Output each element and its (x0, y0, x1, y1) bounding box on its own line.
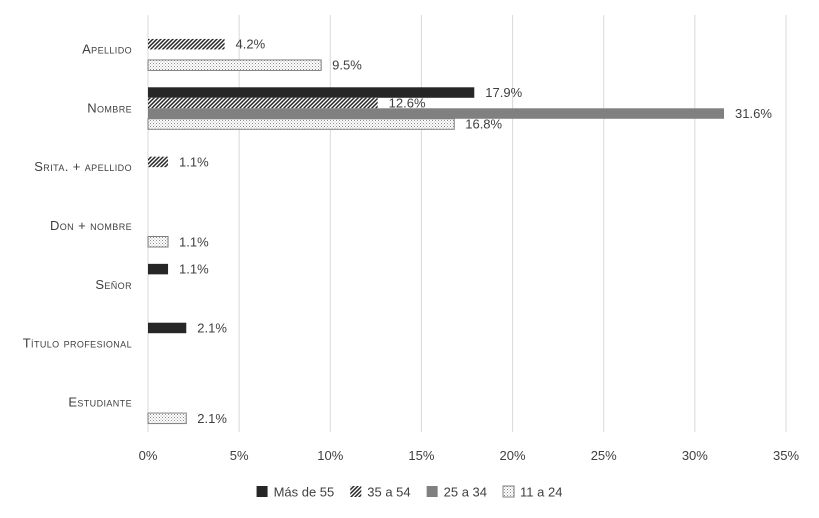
bar (147, 118, 455, 130)
bar (148, 97, 378, 109)
x-tick-label: 5% (230, 448, 249, 463)
legend-label: 25 a 34 (444, 485, 487, 500)
category-label: Apellido (82, 41, 132, 56)
bar (148, 263, 169, 275)
bar (147, 236, 169, 248)
x-tick-label: 15% (408, 448, 434, 463)
category-label: Don + nombre (50, 218, 132, 233)
data-label: 1.1% (179, 262, 209, 277)
data-label: 2.1% (197, 320, 227, 335)
legend-swatch (256, 486, 268, 497)
x-tick-label: 10% (317, 448, 343, 463)
bar (148, 108, 725, 119)
x-axis-tick-labels: 0% 5% 10% 15% 20% 25% 30% 35% (139, 448, 800, 463)
gridlines (147, 15, 787, 432)
x-tick-label: 30% (682, 448, 708, 463)
data-label: 16.8% (465, 117, 502, 132)
category-label: Srita. + apellido (34, 159, 132, 174)
x-tick-label: 35% (773, 448, 799, 463)
data-label: 2.1% (197, 411, 227, 426)
category-label: Título profesional (23, 336, 132, 351)
bar (148, 322, 187, 334)
bar (148, 156, 169, 168)
data-label: 31.6% (735, 106, 772, 121)
category-labels: Apellido Nombre Srita. + apellido Don + nom… (23, 41, 132, 409)
data-label: 17.9% (485, 85, 522, 100)
category-label: Nombre (87, 100, 132, 115)
data-label: 1.1% (179, 234, 209, 249)
data-label: 1.1% (179, 154, 209, 169)
data-label: 12.6% (389, 96, 426, 111)
category-label: Estudiante (68, 395, 132, 410)
bar (147, 59, 322, 71)
legend-swatch (426, 486, 438, 497)
legend-label: Más de 55 (274, 485, 335, 500)
category-label: Señor (95, 277, 132, 292)
bar (148, 38, 225, 50)
data-label: 9.5% (332, 58, 362, 73)
bars (147, 38, 725, 425)
legend-swatch (350, 486, 362, 497)
x-tick-label: 25% (591, 448, 617, 463)
legend-label: 35 a 54 (367, 485, 410, 500)
x-tick-label: 0% (139, 448, 158, 463)
legend-label: 11 a 24 (520, 485, 562, 500)
bar (148, 87, 475, 98)
x-tick-label: 20% (500, 448, 526, 463)
data-labels: 4.2% 9.5% 17.9% 12.6% 31.6% 16.8% 1.1% 1.1% 1.1%… (179, 37, 772, 426)
bar (147, 412, 187, 425)
legend: Más de 55 35 a 54 25 a 34 11 a 24 (256, 485, 562, 500)
data-label: 4.2% (236, 37, 266, 52)
legend-swatch (502, 485, 515, 498)
